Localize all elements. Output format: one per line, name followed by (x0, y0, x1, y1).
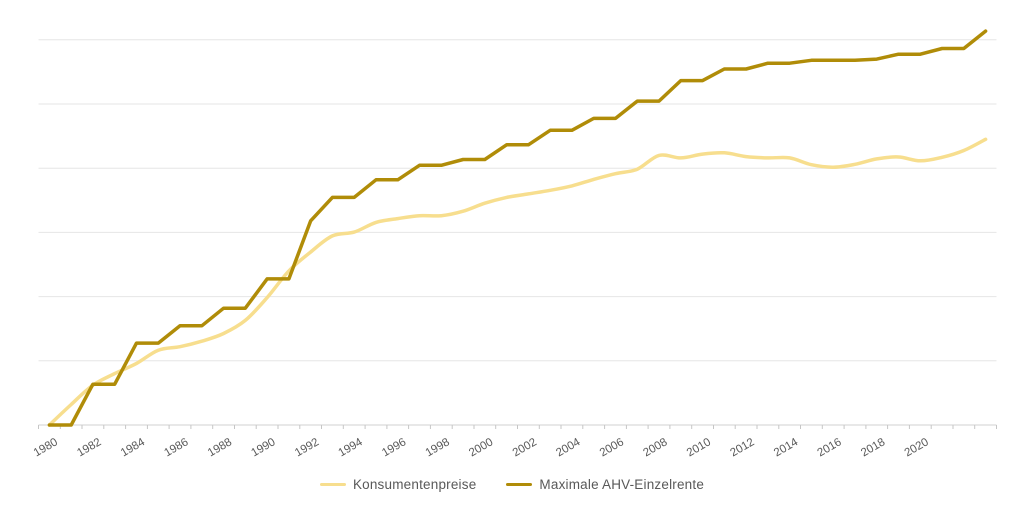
legend-label-konsumentenpreise: Konsumentenpreise (352, 477, 477, 492)
x-axis-label: 1980 (32, 436, 60, 459)
x-axis-label: 1982 (75, 436, 103, 459)
x-axis-label: 2004 (554, 436, 583, 459)
x-axis-label: 2000 (467, 436, 495, 459)
x-axis-label: 2006 (598, 436, 626, 459)
legend: Konsumentenpreise Maximale AHV-Einzelren… (0, 477, 1024, 492)
x-axis-label: 2018 (859, 436, 887, 459)
x-axis-label: 1998 (424, 436, 452, 459)
x-axis-label: 1984 (119, 436, 148, 459)
x-axis-label: 2002 (511, 436, 539, 459)
legend-swatch-ahv-einzelrente (506, 482, 533, 487)
x-axis-label: 1994 (337, 436, 366, 459)
legend-swatch-konsumentenpreise (319, 482, 346, 487)
legend-item-konsumentenpreise: Konsumentenpreise (319, 477, 477, 492)
x-axis-label: 1996 (380, 436, 408, 459)
legend-label-ahv-einzelrente: Maximale AHV-Einzelrente (539, 477, 705, 492)
x-axis-label: 2020 (903, 436, 931, 459)
x-axis-label: 2010 (685, 436, 713, 459)
series-line-konsumentenpreise (47, 137, 988, 427)
x-axis-label: 1990 (249, 436, 277, 459)
x-axis-label: 1986 (162, 436, 190, 459)
legend-item-ahv-einzelrente: Maximale AHV-Einzelrente (506, 477, 704, 492)
x-axis-label: 2008 (641, 436, 669, 459)
series-line-maximale-ahv-einzelrente (47, 29, 988, 427)
x-axis-label: 1992 (293, 436, 321, 459)
x-axis-label: 2014 (772, 436, 801, 459)
x-axis-label: 2012 (728, 436, 756, 459)
x-axis-label: 2016 (816, 436, 844, 459)
x-axis-label: 1988 (206, 436, 234, 459)
